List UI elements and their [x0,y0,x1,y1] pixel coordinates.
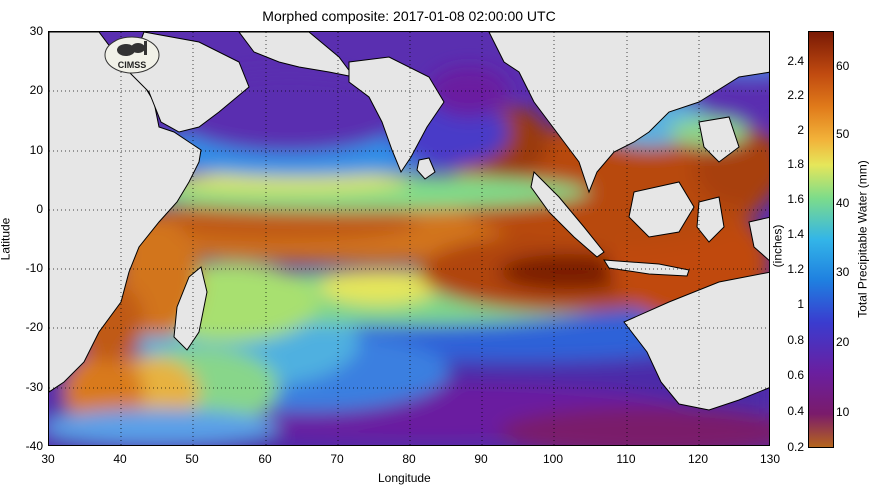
y-tick-label: -20 [25,320,43,334]
mm-tick-label: 20 [836,335,850,349]
x-tick-label: 80 [402,452,416,466]
x-tick-label: 90 [474,452,488,466]
x-tick-label: 110 [616,452,636,466]
chart-title: Morphed composite: 2017-01-08 02:00:00 U… [262,8,556,24]
y-tick-label: -40 [25,439,43,453]
x-tick-label: 100 [542,452,564,466]
inches-tick-label: 2 [797,123,804,137]
lat-lon-grid [49,32,769,445]
logo-text: CIMSS [118,60,147,70]
inches-tick-label: 0.2 [787,440,804,454]
inches-tick-label: 0.8 [787,333,804,347]
x-tick-label: 40 [113,452,127,466]
y-tick-label: -10 [25,261,43,275]
inches-tick-label: 1 [797,297,804,311]
tpw-map [49,32,769,445]
y-axis-title: Latitude [0,217,13,261]
inches-tick-label: 1.8 [787,157,804,171]
x-axis-title: Longitude [378,471,431,485]
y-tick-label: 0 [36,202,43,216]
cimss-logo: CIMSS [104,36,160,74]
mm-tick-label: 30 [836,265,850,279]
inches-tick-label: 0.6 [787,368,804,382]
y-tick-label: -30 [25,380,43,394]
x-tick-label: 70 [330,452,344,466]
mm-tick-label: 40 [836,196,850,210]
y-tick-label: 20 [29,83,43,97]
inches-tick-label: 2.4 [787,54,804,68]
map-plot-area [48,31,770,446]
inches-tick-label: 1.6 [787,192,804,206]
inches-tick-label: 1.4 [787,227,804,241]
colorbar [808,31,834,448]
x-tick-label: 120 [687,452,709,466]
inches-tick-label: 0.4 [787,404,804,418]
x-tick-label: 60 [258,452,272,466]
x-tick-label: 130 [759,452,781,466]
y-tick-label: 10 [29,143,43,157]
colorbar-title: Total Precipitable Water (mm) [855,160,870,318]
mm-tick-label: 10 [836,405,850,419]
x-tick-label: 30 [41,452,55,466]
y-tick-label: 30 [29,24,43,38]
x-tick-label: 50 [185,452,199,466]
mm-tick-label: 60 [836,59,850,73]
inches-tick-label: 2.2 [787,88,804,102]
inches-unit-label: (inches) [770,224,785,268]
inches-tick-label: 1.2 [787,262,804,276]
mm-tick-label: 50 [836,127,850,141]
